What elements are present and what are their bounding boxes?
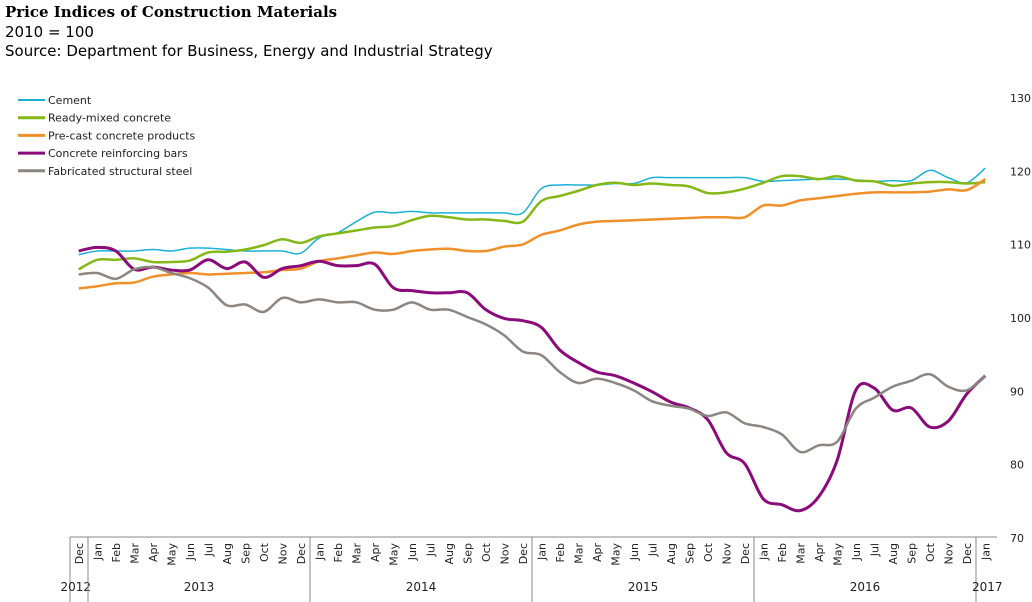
x-tick-label: Aug [665,543,678,564]
x-tick-label: Jun [406,543,419,561]
x-tick-label: Feb [332,543,345,562]
x-tick-label: May [831,543,844,566]
legend-label: Ready-mixed concrete [48,112,171,125]
x-tick-label: Sep [905,543,918,564]
chart-subtitle: 2010 = 100 [5,23,94,41]
x-tick-label: Oct [924,542,937,562]
x-tick-label: Mar [128,543,141,564]
x-tick-label: Jan [535,543,548,561]
year-label: 2013 [184,580,215,594]
series-line-fabricated-structural-steel [78,265,987,454]
x-tick-label: Jun [850,543,863,561]
x-tick-label: Jan [91,543,104,561]
legend-label: Concrete reinforcing bars [48,147,188,160]
x-tick-label: Mar [572,543,585,564]
x-tick-label: Jun [628,543,641,561]
x-tick-label: Feb [554,543,567,562]
x-tick-label: Nov [720,543,733,565]
x-tick-label: Jun [184,543,197,561]
y-tick-label: 80 [1010,459,1024,472]
y-tick-label: 70 [1010,532,1024,545]
x-tick-label: Jul [424,543,437,557]
x-tick-label: May [165,543,178,566]
y-tick-label: 120 [1010,165,1031,178]
x-tick-label: Apr [369,543,382,563]
x-tick-label: Apr [813,543,826,563]
series-line-concrete-reinforcing-bars [78,245,987,513]
x-tick-label: Dec [517,543,530,564]
x-tick-label: Jul [646,543,659,557]
x-tick-label: Dec [295,543,308,564]
x-tick-label: Nov [276,543,289,565]
x-tick-label: Oct [480,542,493,562]
x-tick-label: Nov [498,543,511,565]
x-tick-label: Aug [443,543,456,564]
x-tick-label: Dec [73,543,86,564]
x-tick-label: Apr [591,543,604,563]
chart-source: Source: Department for Business, Energy … [5,42,493,60]
x-tick-label: Feb [776,543,789,562]
x-tick-label: May [609,543,622,566]
x-tick-label: Feb [110,543,123,562]
year-label: 2012 [60,580,91,594]
chart-title: Price Indices of Construction Materials [5,3,338,21]
year-label: 2016 [850,580,881,594]
x-tick-label: Oct [702,542,715,562]
x-tick-label: Jan [313,543,326,561]
series-line-pre-cast-concrete-products [78,178,986,290]
y-tick-label: 90 [1010,385,1024,398]
legend-label: Fabricated structural steel [48,165,192,178]
series-line-cement [78,167,986,256]
x-tick-label: Oct [258,542,271,562]
y-tick-label: 100 [1010,312,1031,325]
x-tick-label: Sep [239,543,252,564]
x-tick-label: Jul [202,543,215,557]
x-tick-label: Dec [961,543,974,564]
x-tick-label: Jan [757,543,770,561]
x-tick-label: Dec [739,543,752,564]
x-tick-label: Nov [942,543,955,565]
x-tick-label: Sep [683,543,696,564]
legend-label: Cement [48,94,92,107]
x-tick-label: Apr [147,543,160,563]
y-tick-label: 110 [1010,239,1031,252]
year-label: 2015 [628,580,659,594]
series-line-ready-mixed-concrete [78,174,986,271]
x-tick-label: Jan [979,543,992,561]
year-label: 2014 [406,580,437,594]
x-tick-label: Mar [794,543,807,564]
x-tick-label: Jul [868,543,881,557]
x-tick-label: May [387,543,400,566]
y-tick-label: 130 [1010,92,1031,105]
year-label: 2017 [972,580,1003,594]
x-tick-label: Mar [350,543,363,564]
x-tick-label: Aug [221,543,234,564]
x-tick-label: Aug [887,543,900,564]
legend-label: Pre-cast concrete products [48,129,196,142]
x-tick-label: Sep [461,543,474,564]
